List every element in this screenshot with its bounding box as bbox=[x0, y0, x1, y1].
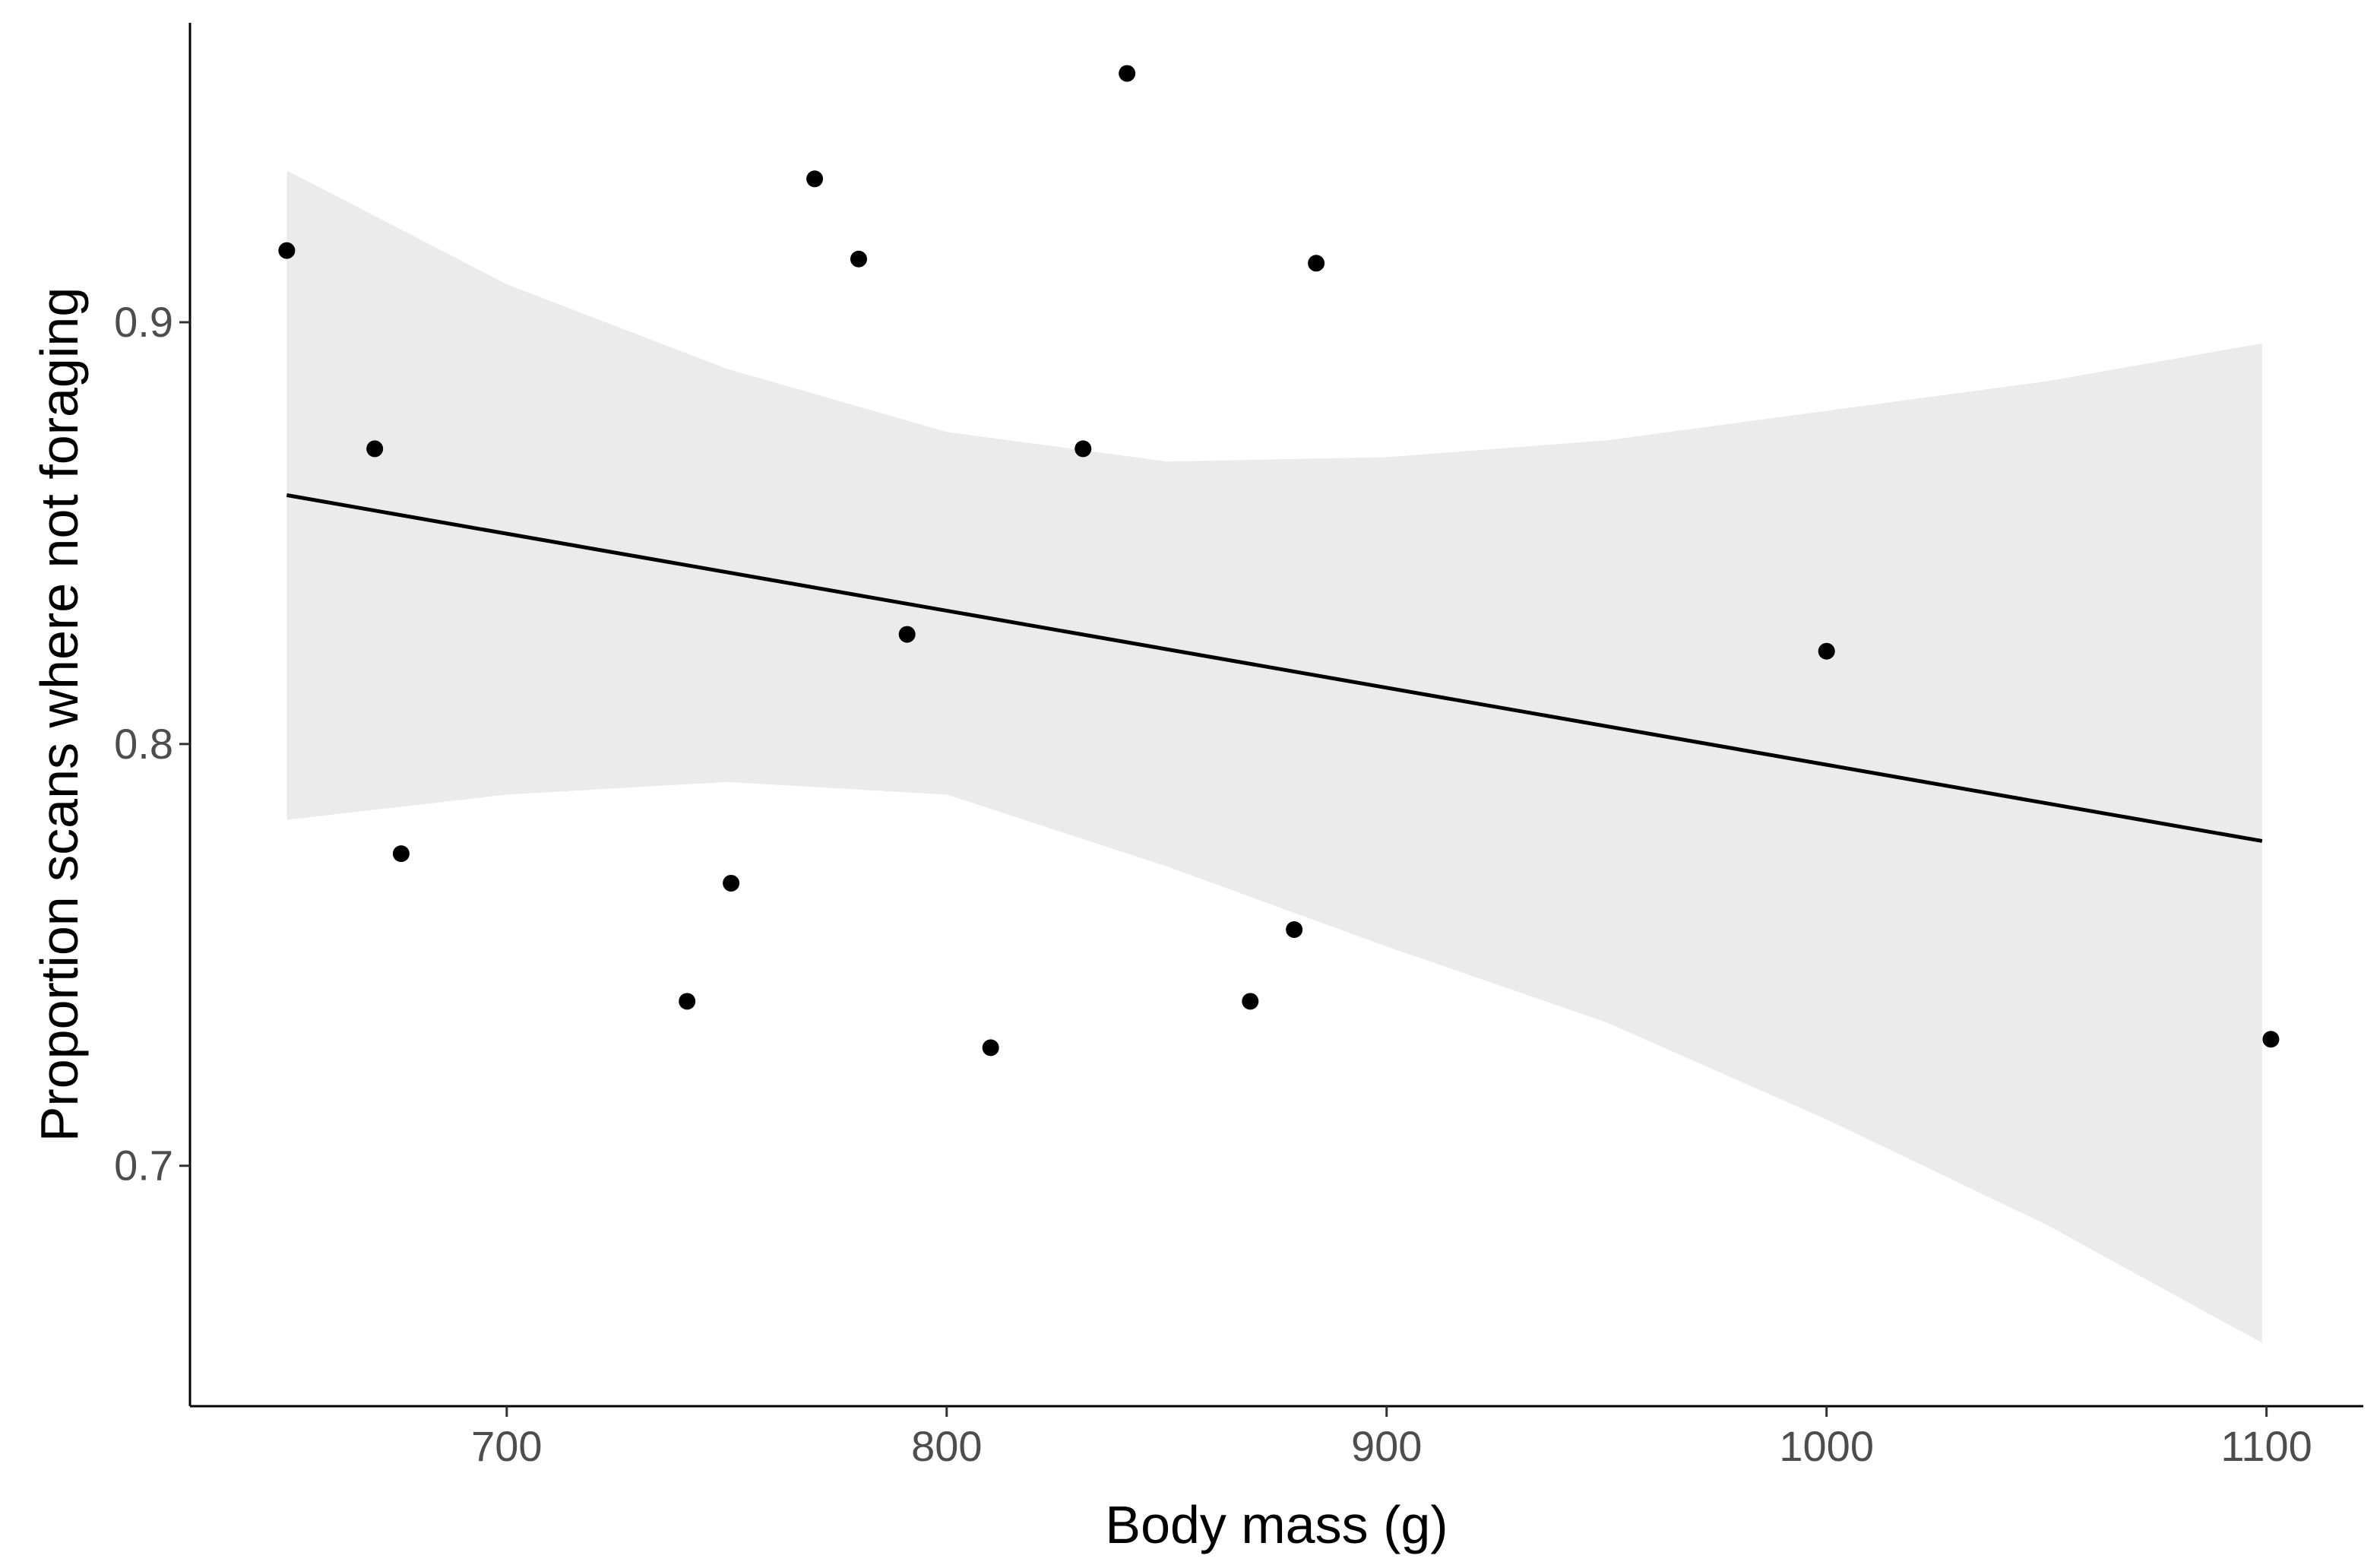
x-tick-label-800: 800 bbox=[911, 1422, 982, 1470]
data-point-5 bbox=[723, 874, 740, 892]
confidence-band bbox=[286, 170, 2262, 1343]
data-point-16 bbox=[2262, 1031, 2280, 1048]
x-tick-label-1100: 1100 bbox=[2220, 1422, 2312, 1470]
ticks-layer: 700 800 900 1000 1100 0.7 0.8 0.9 bbox=[114, 298, 2312, 1470]
data-point-6 bbox=[806, 170, 824, 188]
x-tick-label-700: 700 bbox=[471, 1422, 542, 1470]
y-tick-label-0.7: 0.7 bbox=[114, 1142, 173, 1190]
confidence-band-layer bbox=[286, 170, 2262, 1343]
data-point-7 bbox=[850, 250, 867, 268]
x-axis-title: Body mass (g) bbox=[1105, 1495, 1448, 1554]
data-point-14 bbox=[1308, 255, 1325, 272]
axes-layer bbox=[188, 23, 2363, 1408]
data-point-8 bbox=[898, 626, 916, 643]
data-point-15 bbox=[1818, 642, 1835, 660]
x-tick-label-1000: 1000 bbox=[1779, 1422, 1874, 1470]
regression-line bbox=[286, 493, 2263, 843]
y-tick-label-0.8: 0.8 bbox=[114, 720, 173, 768]
data-point-4 bbox=[679, 993, 696, 1010]
data-point-3 bbox=[392, 845, 410, 863]
data-point-9 bbox=[982, 1039, 999, 1057]
data-point-13 bbox=[1286, 920, 1303, 938]
y-axis-title: Proportion scans where not foraging bbox=[30, 287, 89, 1142]
regression-line-layer bbox=[286, 493, 2263, 843]
data-point-11 bbox=[1119, 65, 1136, 82]
points-layer bbox=[278, 65, 2280, 1057]
x-tick-label-900: 900 bbox=[1351, 1422, 1422, 1470]
data-point-2 bbox=[366, 440, 384, 458]
y-tick-label-0.9: 0.9 bbox=[114, 298, 173, 346]
data-point-1 bbox=[278, 242, 296, 259]
data-point-10 bbox=[1074, 440, 1092, 458]
data-point-12 bbox=[1242, 993, 1259, 1010]
